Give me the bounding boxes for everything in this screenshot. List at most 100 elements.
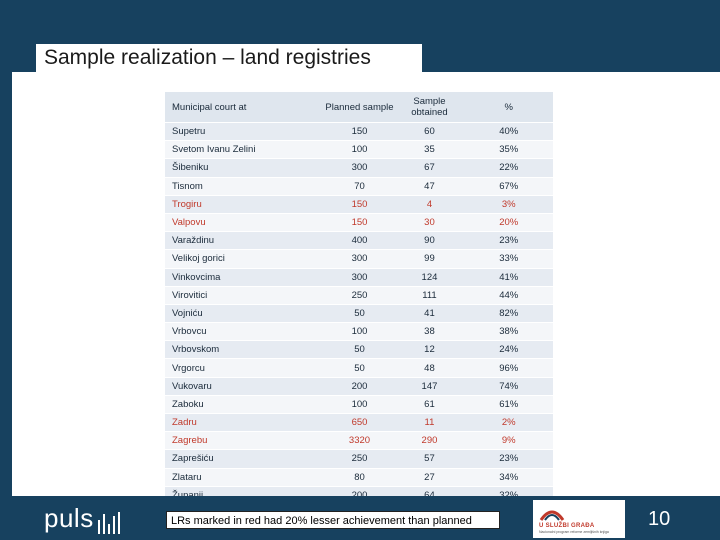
header-sample-obtained: Sample obtained xyxy=(394,92,465,123)
percent-cell: 20% xyxy=(464,213,553,233)
header-municipal-court: Municipal court at xyxy=(165,92,325,123)
obtained-cell: 35 xyxy=(394,141,465,160)
court-cell: Svetom Ivanu Zelini xyxy=(165,141,325,160)
percent-cell: 22% xyxy=(464,159,553,178)
table-row: Zaboku 100 61 61% xyxy=(165,395,553,414)
planned-cell: 650 xyxy=(324,414,395,433)
table-row: Valpovu 150 30 20% xyxy=(165,213,553,233)
court-cell: Valpovu xyxy=(165,213,325,233)
percent-cell: 23% xyxy=(464,450,553,469)
obtained-cell: 61 xyxy=(394,395,465,414)
percent-cell: 3% xyxy=(464,195,553,214)
obtained-cell: 47 xyxy=(394,177,465,196)
table-row: Varaždinu 400 90 23% xyxy=(165,232,553,251)
footnote-box: LRs marked in red had 20% lesser achieve… xyxy=(166,511,500,529)
planned-cell: 400 xyxy=(324,232,395,251)
title-background xyxy=(36,44,422,76)
planned-cell: 150 xyxy=(324,123,395,142)
percent-cell: 67% xyxy=(464,177,553,196)
partner-logo-text: U SLUŽBI GRAĐA xyxy=(539,523,595,529)
planned-cell: 80 xyxy=(324,468,395,487)
obtained-cell: 57 xyxy=(394,450,465,469)
obtained-cell: 90 xyxy=(394,232,465,251)
percent-cell: 2% xyxy=(464,414,553,433)
puls-logo-text: puls xyxy=(44,503,94,533)
planned-cell: 250 xyxy=(324,450,395,469)
left-accent-bar xyxy=(0,72,12,496)
court-cell: Vrbovcu xyxy=(165,323,325,342)
percent-cell: 40% xyxy=(464,123,553,142)
puls-logo: puls xyxy=(44,503,123,534)
percent-cell: 74% xyxy=(464,377,553,396)
percent-cell: 35% xyxy=(464,141,553,160)
percent-cell: 44% xyxy=(464,286,553,305)
court-cell: Vrgorcu xyxy=(165,359,325,378)
puls-logo-bars-icon xyxy=(97,510,123,534)
partner-logo-subtext: Nacionalni program reforme zemljišnih kn… xyxy=(539,530,609,534)
court-cell: Virovitici xyxy=(165,286,325,305)
table-row: Vinkovcima 300 124 41% xyxy=(165,268,553,287)
header-percent: % xyxy=(464,92,553,123)
obtained-cell: 147 xyxy=(394,377,465,396)
obtained-cell: 12 xyxy=(394,341,465,360)
table-row: Zadru 650 11 2% xyxy=(165,414,553,433)
planned-cell: 300 xyxy=(324,250,395,269)
court-cell: Tisnom xyxy=(165,177,325,196)
planned-cell: 100 xyxy=(324,395,395,414)
land-registries-table: Municipal court at Planned sample Sample… xyxy=(165,92,553,505)
obtained-cell: 4 xyxy=(394,195,465,214)
percent-cell: 96% xyxy=(464,359,553,378)
table-row: Šibeniku 300 67 22% xyxy=(165,159,553,178)
planned-cell: 200 xyxy=(324,377,395,396)
planned-cell: 70 xyxy=(324,177,395,196)
partner-logo: U SLUŽBI GRAĐA Nacionalni program reform… xyxy=(533,500,625,538)
court-cell: Zagrebu xyxy=(165,432,325,451)
obtained-cell: 48 xyxy=(394,359,465,378)
table-body: Supetru 150 60 40% Svetom Ivanu Zelini 100 35 3… xyxy=(165,123,553,505)
partner-logo-arc-icon xyxy=(539,510,565,521)
obtained-cell: 27 xyxy=(394,468,465,487)
table-row: Svetom Ivanu Zelini 100 35 35% xyxy=(165,141,553,160)
table-row: Vukovaru 200 147 74% xyxy=(165,377,553,396)
court-cell: Zlataru xyxy=(165,468,325,487)
court-cell: Vojniću xyxy=(165,304,325,324)
percent-cell: 61% xyxy=(464,395,553,414)
obtained-cell: 30 xyxy=(394,213,465,233)
page-number: 10 xyxy=(648,508,671,530)
header-planned-sample: Planned sample xyxy=(324,92,395,123)
planned-cell: 50 xyxy=(324,341,395,360)
planned-cell: 100 xyxy=(324,141,395,160)
percent-cell: 34% xyxy=(464,468,553,487)
planned-cell: 50 xyxy=(324,359,395,378)
court-cell: Vinkovcima xyxy=(165,268,325,287)
percent-cell: 41% xyxy=(464,268,553,287)
table-row: Zagrebu 3320 290 9% xyxy=(165,432,553,451)
percent-cell: 9% xyxy=(464,432,553,451)
table-row: Trogiru 150 4 3% xyxy=(165,195,553,214)
court-cell: Zaboku xyxy=(165,395,325,414)
obtained-cell: 41 xyxy=(394,304,465,324)
planned-cell: 250 xyxy=(324,286,395,305)
planned-cell: 150 xyxy=(324,213,395,233)
table-header-row: Municipal court at Planned sample Sample… xyxy=(165,92,553,123)
court-cell: Velikoj gorici xyxy=(165,250,325,269)
table-row: Vrbovskom 50 12 24% xyxy=(165,341,553,360)
obtained-cell: 290 xyxy=(394,432,465,451)
table-row: Tisnom 70 47 67% xyxy=(165,177,553,196)
court-cell: Trogiru xyxy=(165,195,325,214)
court-cell: Supetru xyxy=(165,123,325,142)
slide-title: Sample realization – land registries xyxy=(44,46,371,69)
court-cell: Zadru xyxy=(165,414,325,433)
planned-cell: 100 xyxy=(324,323,395,342)
court-cell: Varaždinu xyxy=(165,232,325,251)
table-row: Vrgorcu 50 48 96% xyxy=(165,359,553,378)
obtained-cell: 11 xyxy=(394,414,465,433)
planned-cell: 3320 xyxy=(324,432,395,451)
percent-cell: 82% xyxy=(464,304,553,324)
court-cell: Šibeniku xyxy=(165,159,325,178)
percent-cell: 33% xyxy=(464,250,553,269)
obtained-cell: 111 xyxy=(394,286,465,305)
planned-cell: 300 xyxy=(324,159,395,178)
obtained-cell: 60 xyxy=(394,123,465,142)
table-row: Zaprešiću 250 57 23% xyxy=(165,450,553,469)
